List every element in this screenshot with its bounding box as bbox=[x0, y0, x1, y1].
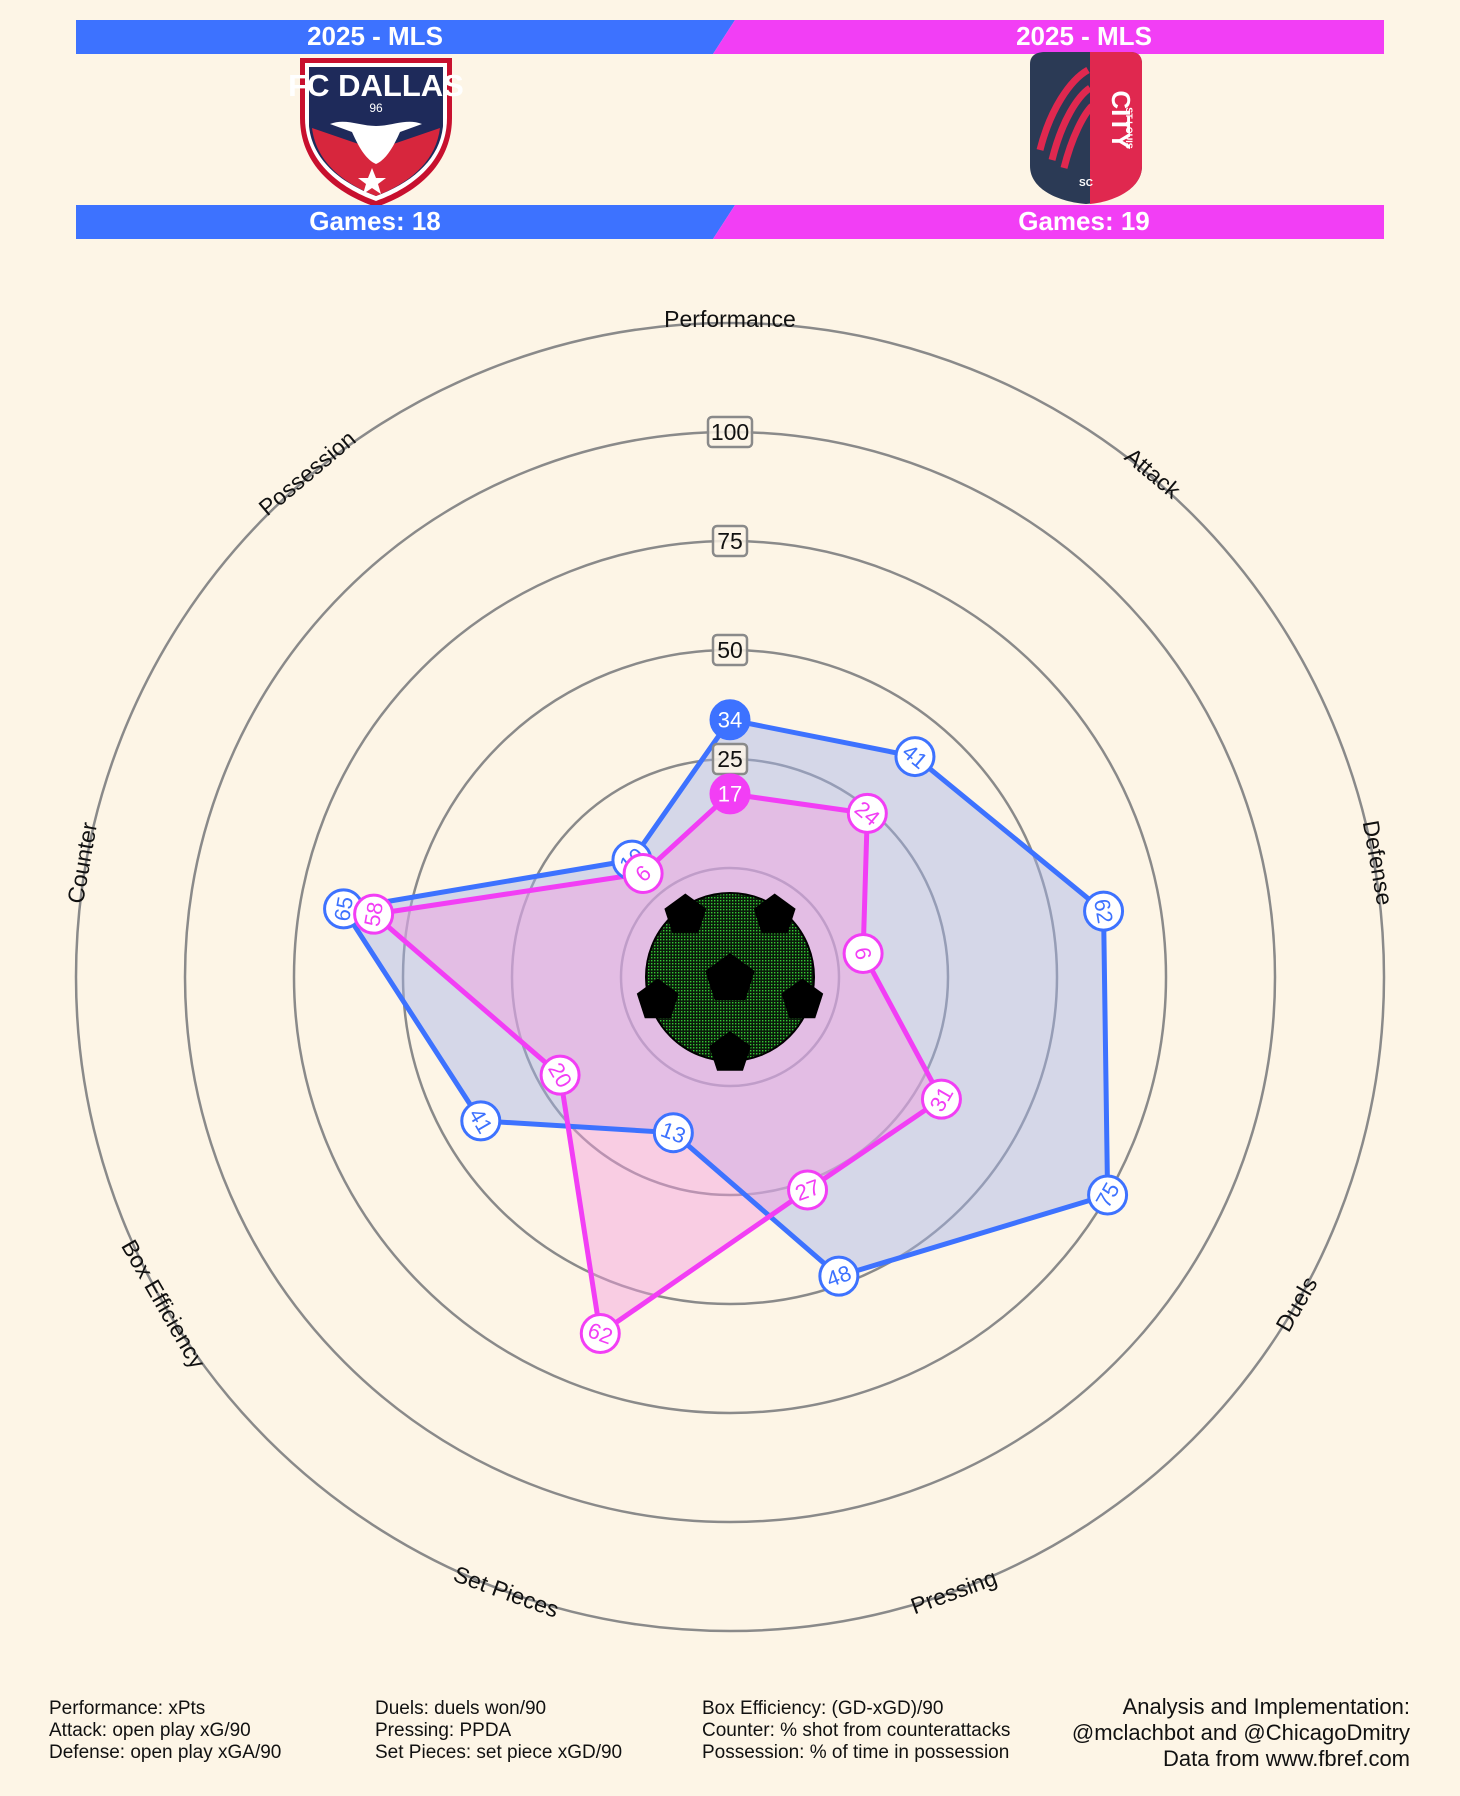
data-point: 24 bbox=[846, 792, 888, 834]
games-label-left: Games: 18 bbox=[309, 206, 441, 236]
games-bar-left bbox=[76, 205, 735, 239]
grid-ring bbox=[619, 866, 841, 1088]
games-bar-right bbox=[713, 205, 1384, 239]
st-louis-city-logo: ST LOUIS CITY SC bbox=[1030, 52, 1142, 204]
fc-dallas-logo: FC DALLAS 96 bbox=[288, 58, 464, 207]
data-label: 65 bbox=[329, 895, 358, 923]
axis-label: Performance bbox=[664, 306, 796, 332]
footer-note: Box Efficiency: (GD-xGD)/90 bbox=[702, 1698, 944, 1719]
grid-ring bbox=[74, 321, 1386, 1633]
data-point: 41 bbox=[460, 1100, 502, 1142]
games-label-right: Games: 19 bbox=[1018, 206, 1150, 236]
axis-label: Box Efficiency bbox=[116, 1235, 211, 1373]
svg-text:50: 50 bbox=[717, 637, 743, 663]
axis-label: Defense bbox=[1358, 818, 1398, 907]
data-point: 62 bbox=[1083, 890, 1125, 932]
credit-line: Analysis and Implementation: bbox=[1122, 1694, 1410, 1719]
data-point: 31 bbox=[920, 1078, 962, 1120]
data-point: 6 bbox=[622, 852, 664, 894]
footer-note: Performance: xPts bbox=[49, 1698, 206, 1719]
footer-credits: Analysis and Implementation: @mclachbot … bbox=[1072, 1694, 1410, 1772]
data-label: 34 bbox=[718, 707, 742, 732]
footer-note: Pressing: PPDA bbox=[375, 1720, 512, 1741]
ring-label: 100 bbox=[706, 415, 754, 449]
svg-text:ST LOUIS: ST LOUIS bbox=[1124, 107, 1134, 149]
axis-label: Counter bbox=[62, 820, 102, 905]
footer-note: Set Pieces: set piece xGD/90 bbox=[375, 1742, 623, 1763]
axis-label: Possession bbox=[254, 425, 361, 521]
credit-line: Data from www.fbref.com bbox=[1163, 1746, 1410, 1771]
series-line bbox=[341, 717, 1111, 1279]
footer-note: Defense: open play xGA/90 bbox=[49, 1742, 282, 1763]
data-point: 75 bbox=[1087, 1174, 1129, 1216]
data-label: 17 bbox=[718, 781, 742, 806]
svg-text:75: 75 bbox=[717, 528, 743, 554]
footer-note: Attack: open play xG/90 bbox=[49, 1720, 251, 1741]
footer-note: Duels: duels won/90 bbox=[375, 1698, 547, 1719]
series-line bbox=[371, 791, 944, 1336]
data-point: 13 bbox=[652, 1112, 694, 1154]
data-label: 58 bbox=[359, 900, 388, 928]
data-point: 62 bbox=[579, 1312, 621, 1354]
svg-text:CITY: CITY bbox=[1106, 90, 1136, 149]
ring-label: 50 bbox=[711, 633, 749, 667]
footer-col-3: Box Efficiency: (GD-xGD)/90 Counter: % s… bbox=[702, 1698, 1010, 1764]
soccer-ball-icon bbox=[636, 892, 824, 1071]
data-point: 17 bbox=[709, 773, 751, 815]
svg-text:SC: SC bbox=[1079, 178, 1093, 189]
svg-text:100: 100 bbox=[711, 419, 749, 445]
svg-text:96: 96 bbox=[369, 101, 383, 115]
axis-label: Duels bbox=[1270, 1272, 1322, 1336]
svg-text:FC DALLAS: FC DALLAS bbox=[288, 68, 464, 103]
header-banner: 2025 - MLS 2025 - MLS FC DALLAS 96 ST LO… bbox=[76, 20, 1384, 239]
footer-note: Possession: % of time in possession bbox=[702, 1742, 1010, 1763]
data-point: 20 bbox=[539, 1054, 581, 1096]
season-bar-left bbox=[76, 20, 735, 54]
data-point: 41 bbox=[894, 736, 936, 778]
ring-label: 25 bbox=[711, 742, 749, 776]
season-label-left: 2025 - MLS bbox=[307, 21, 443, 51]
ring-label: 75 bbox=[711, 524, 749, 558]
footer-col-1: Performance: xPts Attack: open play xG/9… bbox=[49, 1698, 281, 1764]
data-point: 34 bbox=[709, 699, 751, 741]
data-point: 58 bbox=[353, 893, 395, 935]
data-point: 65 bbox=[323, 888, 365, 930]
axis-label: Set Pieces bbox=[450, 1561, 562, 1623]
axis-label: Attack bbox=[1120, 442, 1186, 503]
axis-label: Pressing bbox=[907, 1564, 1000, 1619]
credit-line: @mclachbot and @ChicagoDmitry bbox=[1071, 1720, 1410, 1745]
data-point: 27 bbox=[787, 1169, 829, 1211]
data-label: 6 bbox=[850, 945, 877, 961]
data-point: 48 bbox=[818, 1255, 860, 1297]
footer-col-2: Duels: duels won/90 Pressing: PPDA Set P… bbox=[375, 1698, 622, 1764]
season-bar-right bbox=[713, 20, 1384, 54]
season-label-right: 2025 - MLS bbox=[1016, 21, 1152, 51]
svg-text:25: 25 bbox=[717, 746, 743, 772]
footer-note: Counter: % shot from counterattacks bbox=[702, 1720, 1011, 1741]
data-label: 62 bbox=[1089, 897, 1118, 925]
radar-chart: 25 50 75 100 Performance Attack Defense Duels P… bbox=[62, 306, 1398, 1633]
data-point: 6 bbox=[842, 933, 884, 975]
